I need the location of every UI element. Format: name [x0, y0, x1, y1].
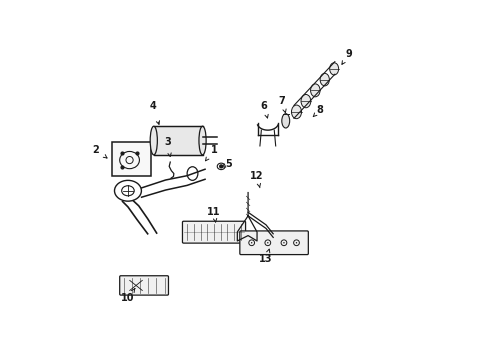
- FancyBboxPatch shape: [182, 221, 245, 243]
- Bar: [112, 142, 151, 176]
- Ellipse shape: [291, 105, 301, 119]
- Ellipse shape: [310, 84, 320, 97]
- Text: 8: 8: [316, 105, 323, 115]
- Circle shape: [266, 242, 268, 243]
- Ellipse shape: [329, 63, 338, 75]
- Ellipse shape: [301, 94, 310, 108]
- Text: 5: 5: [224, 159, 231, 169]
- Text: 4: 4: [149, 102, 156, 112]
- Text: 13: 13: [259, 254, 272, 264]
- Circle shape: [283, 242, 284, 243]
- FancyBboxPatch shape: [239, 231, 308, 255]
- Text: 6: 6: [260, 102, 267, 112]
- Text: 7: 7: [278, 96, 285, 106]
- Text: 1: 1: [210, 144, 217, 154]
- Circle shape: [219, 164, 223, 168]
- Ellipse shape: [199, 126, 206, 155]
- Text: 11: 11: [207, 207, 220, 217]
- Circle shape: [295, 242, 297, 243]
- FancyBboxPatch shape: [120, 276, 168, 295]
- Text: 3: 3: [163, 138, 170, 147]
- Text: 12: 12: [250, 171, 263, 181]
- Text: 2: 2: [92, 144, 99, 154]
- Text: 9: 9: [345, 49, 351, 59]
- Text: 10: 10: [121, 293, 134, 303]
- Ellipse shape: [320, 73, 329, 86]
- Circle shape: [250, 242, 252, 243]
- Ellipse shape: [281, 114, 289, 128]
- Bar: [153, 126, 202, 155]
- Ellipse shape: [150, 126, 157, 155]
